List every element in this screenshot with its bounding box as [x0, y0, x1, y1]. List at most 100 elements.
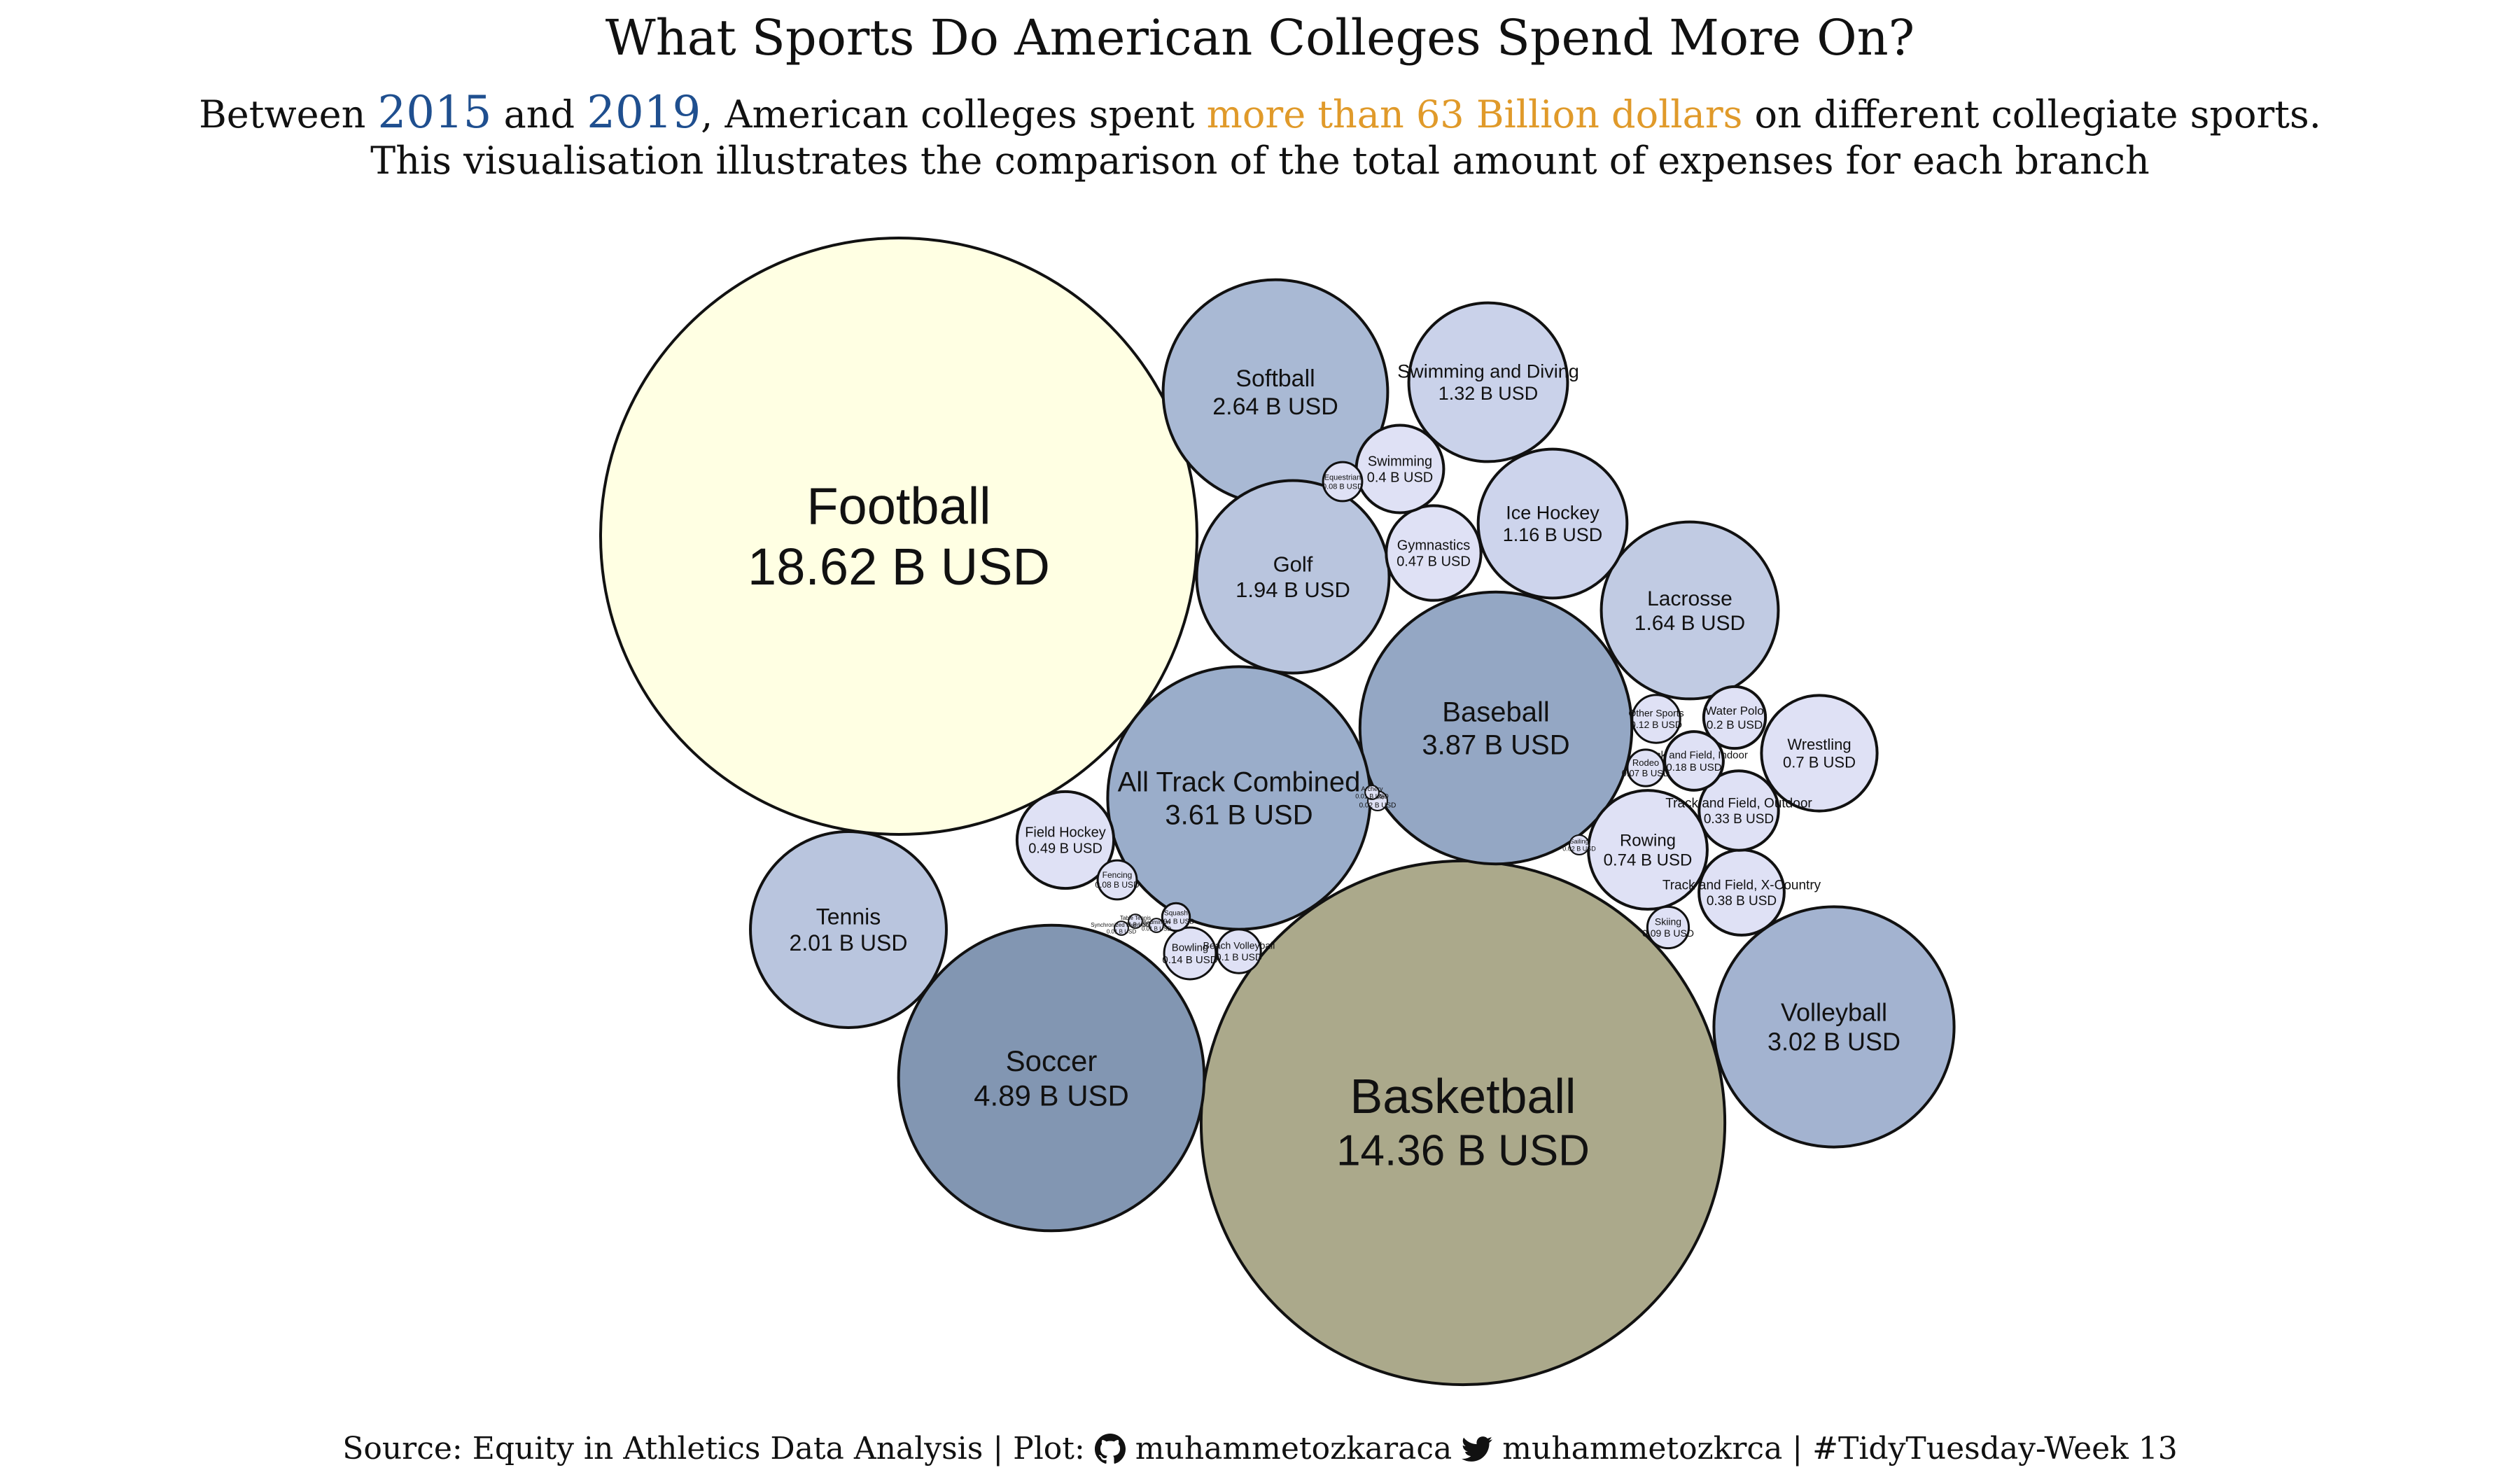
bubble-value-volleyball: 3.02 B USD [1768, 1028, 1900, 1056]
bubble-value-equestrian: 0.08 B USD [1322, 482, 1363, 491]
bubble-circle-lacrosse [1600, 520, 1780, 701]
bubble-value-track-and-field-outdoor: 0.33 B USD [1704, 812, 1774, 827]
bubble-circle-sailing [1569, 834, 1590, 855]
bubble-circle-synchronized-swimming [1114, 920, 1129, 936]
bubble-name-all-track-combined: All Track Combined [1118, 767, 1361, 798]
bubble-name-ice-hockey: Ice Hockey [1506, 503, 1600, 524]
bubble-name-basketball: Basketball [1350, 1069, 1576, 1124]
bubble-value-skiing: 0.09 B USD [1642, 927, 1694, 939]
bubble-circle-field-hockey [1015, 790, 1116, 890]
bubble-circle-volleyball [1712, 905, 1956, 1149]
twitter-icon [1462, 1436, 1493, 1462]
source-caption: Source: Equity in Athletics Data Analysi… [0, 1428, 2520, 1470]
bubble-value-badminton: 0.01 B USD [1142, 925, 1171, 932]
bubble-value-football: 18.62 B USD [748, 538, 1050, 596]
bubble-name-fencing: Fencing [1102, 870, 1133, 880]
bubble-value-baseball: 3.87 B USD [1422, 729, 1569, 760]
subtitle-line-1: Between 2015 and 2019, American colleges… [0, 90, 2520, 138]
subtitle-line-2: This visualisation illustrates the compa… [370, 139, 2150, 183]
bubble-circle-squash [1161, 902, 1191, 932]
bubble-circle-track-and-field-outdoor [1698, 769, 1780, 852]
bubble-value-gymnastics: 0.47 B USD [1396, 554, 1471, 570]
subtitle-text-4: on different collegiate sports. [1742, 92, 2321, 136]
chart-title: What Sports Do American Colleges Spend M… [605, 9, 1915, 66]
bubble-value-rifle: 0.02 B USD [1359, 802, 1396, 809]
bubble-name-rowing: Rowing [1620, 831, 1676, 850]
bubble-circle-baseball [1358, 590, 1634, 866]
bubble-name-track-and-field-indoor: Track and Field, Indoor [1640, 749, 1748, 761]
subtitle-year-start: 2015 [377, 87, 492, 139]
bubble-value-soccer: 4.89 B USD [974, 1079, 1129, 1112]
bubble-circle-golf [1195, 479, 1391, 675]
subtitle-text-1: Between [199, 92, 378, 136]
bubble-circle-beach-volleyball [1216, 928, 1262, 974]
bubble-circle-equestrian [1322, 461, 1364, 503]
bubble-name-volleyball: Volleyball [1781, 998, 1887, 1027]
bubble-value-rodeo: 0.07 B USD [1622, 768, 1670, 778]
bubble-value-wrestling: 0.7 B USD [1783, 754, 1856, 771]
bubble-name-water-polo: Water Polo [1705, 704, 1763, 718]
bubble-value-track-and-field-x-country: 0.38 B USD [1707, 894, 1777, 909]
bubble-name-football: Football [806, 477, 990, 536]
bubble-value-field-hockey: 0.49 B USD [1028, 841, 1102, 857]
bubble-value-bowling: 0.14 B USD [1162, 954, 1217, 966]
bubble-circle-ice-hockey [1476, 447, 1629, 600]
bubble-name-lacrosse: Lacrosse [1647, 587, 1732, 610]
bubble-circle-fencing [1096, 859, 1138, 901]
bubble-name-synchronized-swimming: Synchronized Swimming [1091, 922, 1152, 928]
bubble-value-lacrosse: 1.64 B USD [1634, 612, 1745, 635]
bubble-circle-wrestling [1760, 694, 1879, 813]
bubble-value-synchronized-swimming: 0.01 B USD [1107, 928, 1136, 934]
bubble-value-all-track-combined: 3.61 B USD [1165, 799, 1312, 830]
caption-source: Source: Equity in Athletics Data Analysi… [342, 1431, 1095, 1466]
bubble-value-other-sports: 0.12 B USD [1630, 719, 1682, 730]
bubble-name-equestrian: Equestrian [1324, 473, 1362, 482]
bubble-name-other-sports: Other Sports [1628, 708, 1684, 719]
bubble-value-swimming: 0.4 B USD [1367, 470, 1433, 486]
chart-subtitle: Between 2015 and 2019, American colleges… [0, 90, 2520, 184]
bubble-name-archery: Archery [1361, 785, 1383, 792]
bubble-name-track-and-field-outdoor: Track and Field, Outdoor [1665, 797, 1812, 811]
bubble-name-badminton: Badminton [1143, 919, 1170, 925]
bubble-circle-swimming-and-diving [1407, 301, 1569, 463]
bubble-name-squash: Squash [1164, 910, 1188, 918]
bubble-circle-tennis [749, 830, 948, 1029]
bubble-circle-other-sports [1631, 694, 1681, 744]
bubble-circle-gymnastics [1385, 504, 1483, 602]
subtitle-year-end: 2019 [587, 87, 701, 139]
bubble-circle-track-and-field-indoor [1663, 730, 1725, 792]
bubble-value-beach-volleyball: 0.1 B USD [1216, 951, 1262, 962]
bubble-name-gymnastics: Gymnastics [1397, 538, 1470, 553]
subtitle-highlight: more than 63 Billion dollars [1206, 92, 1743, 136]
bubble-value-ice-hockey: 1.16 B USD [1503, 524, 1603, 545]
bubble-name-track-and-field-x-country: Track and Field, X-Country [1662, 878, 1821, 893]
bubble-value-swimming-and-diving: 1.32 B USD [1438, 383, 1539, 404]
bubble-name-rifle: Rifle [1371, 794, 1385, 802]
